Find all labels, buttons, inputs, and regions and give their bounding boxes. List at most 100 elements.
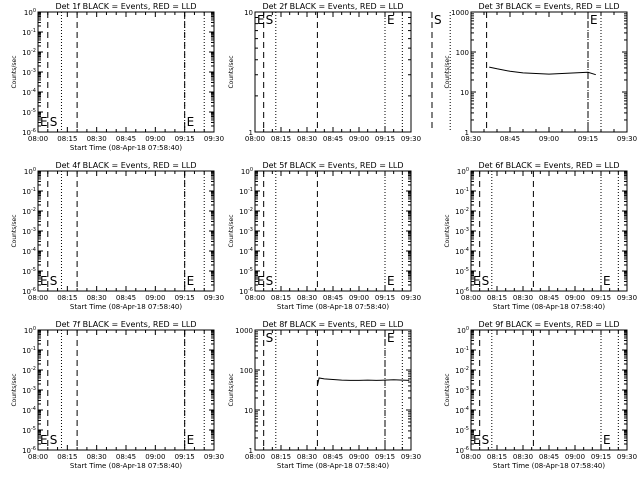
y-tick-label: 10-5	[239, 267, 253, 276]
x-tick-label: 09:15	[375, 294, 395, 302]
x-axis-label: Start Time (08-Apr-18 07:58:40)	[277, 462, 389, 470]
x-axis-label: Start Time (08-Apr-18 07:58:40)	[70, 462, 182, 470]
y-tick-label: 1000	[235, 327, 253, 335]
y-tick-label: 100	[240, 367, 253, 375]
x-tick-label: 08:30	[297, 135, 317, 143]
marker-e: E	[590, 13, 598, 27]
panel-det-9: Det 9f BLACK = Events, RED = LLD Counts/s…	[444, 320, 637, 470]
y-tick-label: 10-3	[22, 68, 36, 77]
marker-s: S	[50, 115, 58, 129]
y-tick-label: 10-6	[22, 128, 36, 137]
y-tick-label: 10-1	[455, 187, 469, 196]
plot-frame	[254, 329, 412, 451]
marker-s: S	[266, 274, 274, 288]
x-tick-label: 08:30	[87, 453, 107, 461]
plot-frame	[254, 11, 412, 133]
y-tick-label: 10-5	[22, 426, 36, 435]
y-tick-label: 10-4	[455, 406, 469, 415]
y-tick-label: 100	[456, 49, 469, 57]
x-tick-label: 09:00	[565, 294, 585, 302]
y-tick-label: 100	[241, 167, 253, 176]
y-axis-label: Counts/sec	[11, 214, 18, 247]
x-tick-label: 08:30	[297, 294, 317, 302]
y-tick-label: 10-4	[239, 247, 253, 256]
y-axis-label: Counts/sec	[444, 214, 451, 247]
y-tick-label: 10-2	[455, 366, 469, 375]
x-tick-label: 09:15	[591, 453, 611, 461]
plot-frame	[37, 11, 215, 133]
y-tick-label: 10-6	[455, 287, 469, 296]
x-tick-label: 09:00	[349, 135, 369, 143]
panel-det-1: Det 1f BLACK = Events, RED = LLD Counts/s…	[11, 2, 224, 152]
marker-e: E	[387, 13, 395, 27]
marker-e: E	[387, 274, 395, 288]
plot-frame	[37, 329, 215, 451]
x-tick-label: 08:30	[513, 294, 533, 302]
x-tick-label: 08:00	[245, 294, 265, 302]
panel-title: Det 7f BLACK = Events, RED = LLD	[55, 320, 196, 329]
y-axis-label: Counts/sec	[228, 214, 235, 247]
panel-title: Det 6f BLACK = Events, RED = LLD	[478, 161, 619, 170]
panel-title: Det 8f BLACK = Events, RED = LLD	[262, 320, 403, 329]
x-tick-label: 08:30	[87, 135, 107, 143]
marker-e: E	[257, 13, 265, 27]
y-tick-label: 10-1	[455, 346, 469, 355]
y-axis-label: Counts/sec	[228, 55, 235, 88]
panel-det-2: Det 2f BLACK = Events, RED = LLD Counts/s…	[228, 2, 421, 143]
marker-e: E	[387, 331, 395, 345]
x-tick-label: 09:00	[145, 135, 165, 143]
y-tick-label: 10-2	[22, 207, 36, 216]
x-tick-label: 08:00	[28, 294, 48, 302]
x-tick-label: 08:15	[271, 453, 291, 461]
marker-s: S	[266, 13, 274, 27]
y-tick-label: 10	[460, 89, 469, 97]
y-tick-label: 10-6	[239, 287, 253, 296]
x-tick-label: 08:30	[297, 453, 317, 461]
y-tick-label: 100	[457, 167, 469, 176]
x-tick-label: 09:30	[617, 294, 637, 302]
x-tick-label: 09:30	[617, 135, 637, 143]
x-tick-label: 08:15	[487, 294, 507, 302]
x-tick-label: 09:15	[375, 135, 395, 143]
y-tick-label: 10-2	[22, 366, 36, 375]
x-tick-label: 08:30	[513, 453, 533, 461]
marker-e: E	[473, 433, 481, 447]
x-tick-label: 09:30	[617, 453, 637, 461]
x-tick-label: 09:30	[401, 294, 421, 302]
x-axis-label: Start Time (08-Apr-18 07:58:40)	[70, 144, 182, 152]
y-tick-label: 10-1	[239, 187, 253, 196]
y-tick-label: 10-6	[22, 287, 36, 296]
y-tick-label: 10-5	[22, 267, 36, 276]
y-tick-label: 10-1	[22, 346, 36, 355]
x-axis-label: Start Time (08-Apr-18 07:58:40)	[277, 303, 389, 311]
x-tick-label: 09:15	[175, 453, 195, 461]
x-tick-label: 08:00	[461, 294, 481, 302]
marker-s: S	[266, 331, 274, 345]
y-tick-label: 10	[244, 407, 253, 415]
x-tick-label: 08:00	[28, 135, 48, 143]
x-tick-label: 08:15	[487, 453, 507, 461]
x-tick-label: 09:30	[401, 135, 421, 143]
x-tick-label: 08:00	[245, 135, 265, 143]
y-axis-label: Counts/sec	[444, 55, 451, 88]
x-tick-label: 08:45	[500, 135, 520, 143]
y-axis-label: Counts/sec	[11, 373, 18, 406]
marker-s: S	[482, 274, 490, 288]
y-tick-label: 1	[249, 447, 253, 455]
marker-s: S	[482, 433, 490, 447]
marker-e: E	[40, 274, 48, 288]
y-tick-label: 10-6	[22, 446, 36, 455]
x-tick-label: 08:00	[245, 453, 265, 461]
y-tick-label: 10-5	[22, 108, 36, 117]
y-tick-label: 10	[244, 9, 253, 17]
panel-det-4: Det 4f BLACK = Events, RED = LLD Counts/s…	[11, 161, 224, 311]
plot-frame	[470, 11, 628, 133]
x-tick-label: 08:15	[57, 453, 77, 461]
y-tick-label: 10-3	[22, 386, 36, 395]
x-tick-label: 08:15	[57, 135, 77, 143]
x-axis-label: Start Time (08-Apr-18 07:58:40)	[493, 303, 605, 311]
plot-frame	[470, 170, 628, 292]
x-tick-label: 09:30	[401, 453, 421, 461]
plot-frame	[37, 170, 215, 292]
